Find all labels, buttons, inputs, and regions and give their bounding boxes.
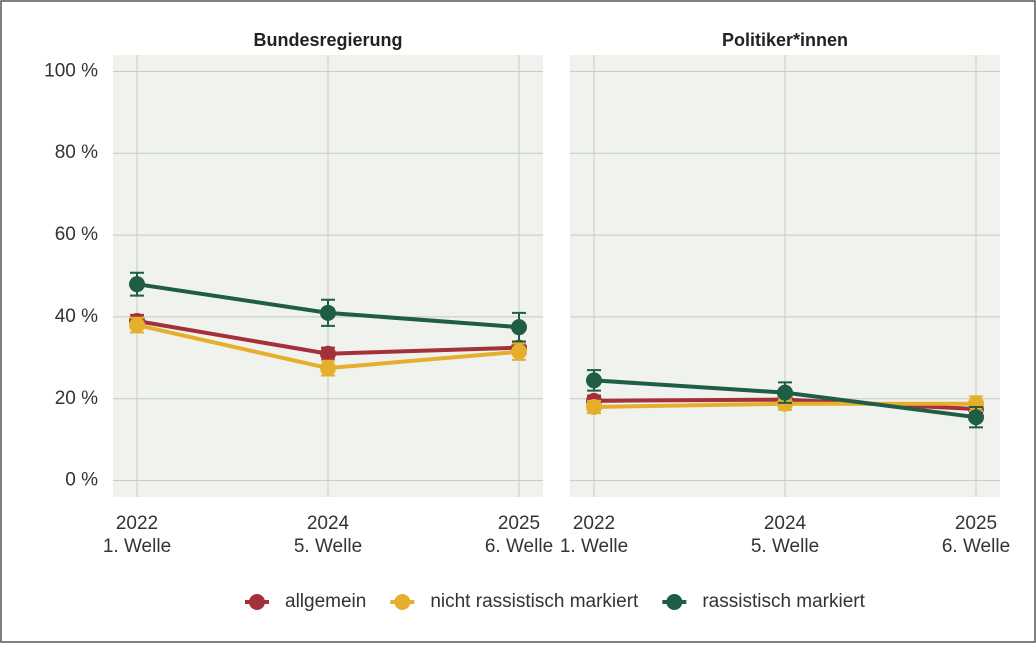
panel-title: Politiker*innen (722, 30, 848, 50)
legend-label: rassistisch markiert (702, 591, 865, 612)
legend-marker (394, 594, 411, 610)
data-point (586, 398, 602, 415)
x-tick-label: 5. Welle (294, 536, 362, 557)
data-point (320, 360, 336, 377)
data-point (129, 276, 145, 293)
x-tick-label: 2025 (955, 513, 997, 534)
panel-title: Bundesregierung (253, 30, 402, 50)
data-point (511, 319, 527, 336)
data-point (320, 304, 336, 321)
legend-marker (249, 594, 265, 610)
y-tick-label: 20 % (55, 388, 98, 409)
y-tick-label: 0 % (65, 470, 98, 491)
legend-label: nicht rassistisch markiert (430, 591, 639, 612)
data-point (129, 317, 145, 334)
legend-marker (666, 594, 683, 610)
x-tick-label: 5. Welle (751, 536, 819, 557)
x-tick-label: 6. Welle (942, 536, 1010, 557)
legend-label: allgemein (285, 591, 366, 612)
x-tick-label: 2022 (573, 513, 615, 534)
data-point (968, 409, 984, 426)
data-point (586, 372, 602, 389)
x-tick-label: 1. Welle (560, 536, 628, 557)
y-tick-label: 100 % (44, 60, 98, 81)
x-tick-label: 2022 (116, 513, 158, 534)
data-point (320, 345, 336, 362)
data-point (511, 343, 527, 360)
x-tick-label: 2025 (498, 513, 540, 534)
x-tick-label: 2024 (764, 513, 807, 534)
x-tick-label: 2024 (307, 513, 350, 534)
data-point (777, 384, 793, 401)
x-tick-label: 1. Welle (103, 536, 171, 557)
x-tick-label: 6. Welle (485, 536, 553, 557)
y-tick-label: 40 % (55, 306, 98, 327)
y-tick-label: 80 % (55, 142, 98, 163)
y-tick-label: 60 % (55, 224, 98, 245)
